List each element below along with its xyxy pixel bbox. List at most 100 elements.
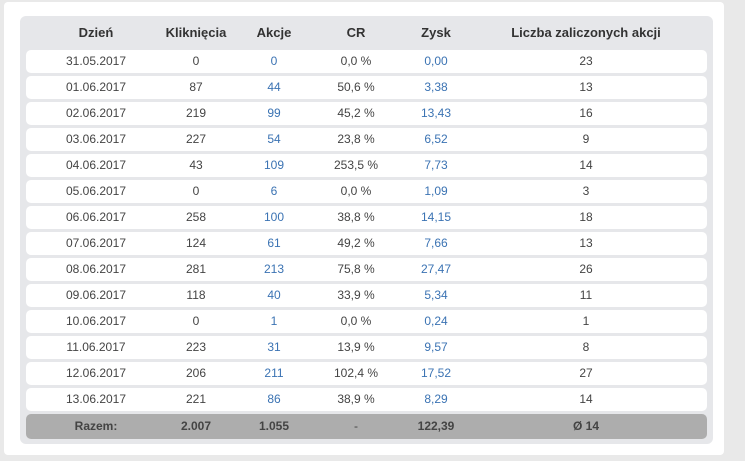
- table-row: 04.06.2017 43 109 253,5 % 7,73 14: [26, 154, 707, 177]
- cell-clicks: 0: [192, 314, 200, 328]
- cell-profit[interactable]: 14,15: [420, 210, 452, 224]
- cell-clicks: 118: [186, 288, 206, 302]
- cell-date: 04.06.2017: [65, 158, 127, 172]
- cell-profit[interactable]: 0,24: [424, 314, 448, 328]
- cell-date: 12.06.2017: [65, 366, 127, 380]
- cell-credited: 13: [579, 236, 593, 250]
- cell-profit[interactable]: 5,34: [424, 288, 448, 302]
- cell-profit[interactable]: 13,43: [420, 106, 452, 120]
- totals-label: Razem:: [74, 419, 118, 433]
- cell-clicks: 219: [185, 106, 207, 120]
- cell-date: 03.06.2017: [65, 132, 127, 146]
- cell-cr: 75,8 %: [337, 262, 375, 276]
- cell-cr: 38,9 %: [337, 392, 375, 406]
- cell-clicks: 223: [185, 340, 207, 354]
- cell-credited: 14: [579, 392, 593, 406]
- cell-actions[interactable]: 86: [267, 392, 281, 406]
- cell-credited: 27: [579, 366, 593, 380]
- cell-cr: 13,9 %: [337, 340, 375, 354]
- table-row: 13.06.2017 221 86 38,9 % 8,29 14: [26, 388, 707, 411]
- cell-actions[interactable]: 40: [267, 288, 281, 302]
- table-row: 12.06.2017 206 211 102,4 % 17,52 27: [26, 362, 707, 385]
- table-row: 11.06.2017 223 31 13,9 % 9,57 8: [26, 336, 707, 359]
- totals-actions: 1.055: [258, 419, 290, 433]
- table-row: 05.06.2017 0 6 0,0 % 1,09 3: [26, 180, 707, 203]
- cell-date: 11.06.2017: [66, 340, 126, 354]
- cell-profit[interactable]: 7,66: [424, 236, 448, 250]
- cell-profit[interactable]: 1,09: [424, 184, 448, 198]
- cell-cr: 33,9 %: [337, 288, 375, 302]
- table-row: 03.06.2017 227 54 23,8 % 6,52 9: [26, 128, 707, 151]
- cell-clicks: 0: [192, 54, 200, 68]
- cell-actions[interactable]: 6: [270, 184, 278, 198]
- cell-credited: 13: [579, 80, 593, 94]
- cell-credited: 16: [579, 106, 593, 120]
- cell-profit[interactable]: 0,00: [424, 54, 448, 68]
- cell-clicks: 206: [185, 366, 207, 380]
- header-actions[interactable]: Akcje: [256, 25, 292, 40]
- cell-cr: 50,6 %: [337, 80, 375, 94]
- cell-profit[interactable]: 17,52: [420, 366, 452, 380]
- cell-credited: 11: [579, 288, 593, 302]
- cell-profit[interactable]: 6,52: [424, 132, 448, 146]
- table-row: 07.06.2017 124 61 49,2 % 7,66 13: [26, 232, 707, 255]
- cell-actions[interactable]: 99: [267, 106, 281, 120]
- cell-cr: 0,0 %: [340, 54, 372, 68]
- cell-actions[interactable]: 44: [267, 80, 281, 94]
- table-header: Dzień Kliknięcia Akcje CR Zysk Liczba za…: [20, 16, 713, 49]
- cell-actions[interactable]: 31: [267, 340, 281, 354]
- cell-cr: 23,8 %: [337, 132, 375, 146]
- cell-actions[interactable]: 61: [267, 236, 281, 250]
- header-credited[interactable]: Liczba zaliczonych akcji: [511, 25, 661, 40]
- totals-clicks: 2.007: [180, 419, 212, 433]
- cell-cr: 102,4 %: [333, 366, 379, 380]
- totals-row: Razem: 2.007 1.055 - 122,39 Ø 14: [26, 414, 707, 439]
- cell-actions[interactable]: 1: [270, 314, 278, 328]
- cell-actions[interactable]: 100: [263, 210, 285, 224]
- cell-profit[interactable]: 3,38: [424, 80, 448, 94]
- cell-clicks: 258: [185, 210, 207, 224]
- cell-date: 07.06.2017: [65, 236, 127, 250]
- cell-clicks: 221: [185, 392, 207, 406]
- cell-actions[interactable]: 0: [270, 54, 278, 68]
- header-clicks[interactable]: Kliknięcia: [165, 25, 227, 40]
- table-row: 01.06.2017 87 44 50,6 % 3,38 13: [26, 76, 707, 99]
- cell-credited: 9: [582, 132, 590, 146]
- cell-actions[interactable]: 213: [263, 262, 285, 276]
- table-row: 10.06.2017 0 1 0,0 % 0,24 1: [26, 310, 707, 333]
- cell-credited: 23: [579, 54, 593, 68]
- table-row: 08.06.2017 281 213 75,8 % 27,47 26: [26, 258, 707, 281]
- header-profit[interactable]: Zysk: [421, 25, 451, 40]
- totals-cr: -: [354, 419, 358, 433]
- table-body: 31.05.2017 0 0 0,0 % 0,00 23 01.06.2017 …: [26, 50, 707, 414]
- cell-date: 01.06.2017: [65, 80, 127, 94]
- header-cr[interactable]: CR: [346, 25, 366, 40]
- cell-profit[interactable]: 9,57: [424, 340, 448, 354]
- cell-clicks: 227: [185, 132, 207, 146]
- cell-clicks: 43: [189, 158, 203, 172]
- cell-date: 08.06.2017: [65, 262, 127, 276]
- cell-credited: 3: [582, 184, 590, 198]
- cell-profit[interactable]: 7,73: [424, 158, 448, 172]
- header-date[interactable]: Dzień: [78, 25, 114, 40]
- table-row: 06.06.2017 258 100 38,8 % 14,15 18: [26, 206, 707, 229]
- cell-clicks: 87: [189, 80, 203, 94]
- cell-cr: 45,2 %: [337, 106, 375, 120]
- cell-actions[interactable]: 54: [267, 132, 281, 146]
- table-row: 31.05.2017 0 0 0,0 % 0,00 23: [26, 50, 707, 73]
- cell-date: 31.05.2017: [65, 54, 127, 68]
- cell-date: 02.06.2017: [65, 106, 127, 120]
- table-row: 02.06.2017 219 99 45,2 % 13,43 16: [26, 102, 707, 125]
- cell-cr: 49,2 %: [337, 236, 375, 250]
- cell-profit[interactable]: 27,47: [420, 262, 452, 276]
- cell-actions[interactable]: 109: [263, 158, 285, 172]
- cell-cr: 0,0 %: [340, 314, 372, 328]
- cell-clicks: 0: [192, 184, 200, 198]
- cell-date: 13.06.2017: [65, 392, 127, 406]
- cell-credited: 14: [579, 158, 593, 172]
- totals-credited: Ø 14: [572, 419, 599, 433]
- cell-profit[interactable]: 8,29: [424, 392, 448, 406]
- cell-actions[interactable]: 211: [264, 366, 284, 380]
- cell-clicks: 124: [185, 236, 207, 250]
- cell-credited: 1: [582, 314, 590, 328]
